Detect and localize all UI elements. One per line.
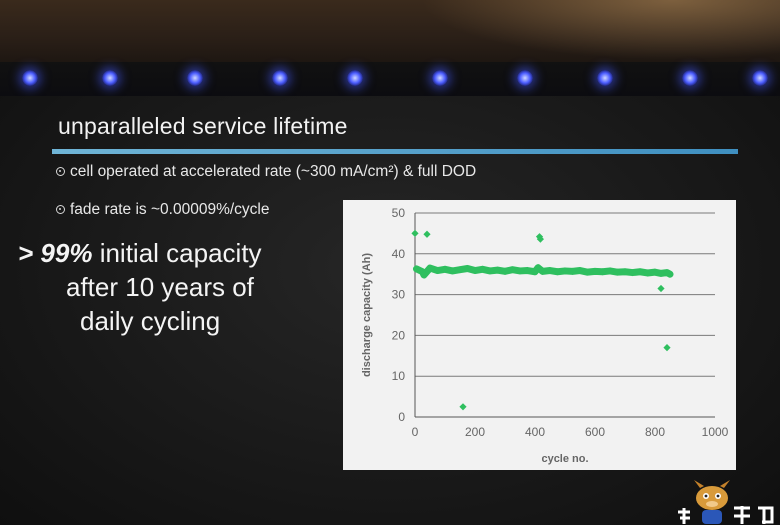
y-tick-label: 30: [392, 288, 406, 302]
data-point: [486, 267, 494, 275]
headline-line-1-rest: initial capacity: [92, 238, 262, 268]
x-tick-label: 600: [585, 425, 605, 439]
data-point: [568, 267, 577, 275]
y-tick-label: 0: [398, 410, 405, 424]
headline-line-2: after 10 years of: [66, 272, 254, 302]
data-point: [448, 267, 457, 275]
stage-light-icon: [187, 70, 203, 86]
headline: > 99% initial capacity after 10 years of…: [18, 236, 318, 338]
data-point: [441, 265, 449, 273]
data-point: [591, 267, 599, 275]
data-point: [501, 267, 509, 275]
data-point: [598, 268, 607, 276]
data-point: [433, 266, 442, 275]
headline-line-3: daily cycling: [80, 306, 221, 336]
stage-light-icon: [22, 70, 38, 86]
y-tick-label: 50: [392, 206, 406, 220]
bullet-1-text: cell operated at accelerated rate (~300 …: [70, 163, 477, 180]
data-point: [426, 264, 434, 272]
y-tick-label: 20: [392, 328, 406, 342]
headline-prefix: >: [18, 238, 41, 268]
data-point: [534, 264, 542, 272]
x-tick-label: 1000: [702, 425, 729, 439]
bullet-icon: [56, 205, 65, 214]
bullet-2-text: fade rate is ~0.00009%/cycle: [70, 201, 270, 218]
data-point: [628, 268, 637, 277]
stage-light-icon: [432, 70, 448, 86]
x-tick-label: 0: [412, 425, 419, 439]
stage-light-icon: [272, 70, 288, 86]
data-point: [471, 266, 479, 275]
data-point: [493, 266, 502, 274]
watermark-logo: [678, 480, 774, 524]
y-tick-label: 40: [392, 247, 406, 261]
lighting-truss: [0, 62, 780, 96]
y-axis-label: discharge capacity (Ah): [361, 253, 373, 377]
stage-light-icon: [682, 70, 698, 86]
stage-light-icon: [102, 70, 118, 86]
x-tick-label: 400: [525, 425, 545, 439]
data-point: [411, 229, 419, 237]
stage-light-icon: [752, 70, 768, 86]
slide-title: unparalleled service lifetime: [58, 113, 348, 139]
data-point: [423, 230, 431, 238]
data-point: [538, 267, 547, 275]
x-tick-label: 200: [465, 425, 485, 439]
data-point: [553, 268, 562, 276]
stage-light-icon: [347, 70, 363, 86]
chart-panel: 0 10 20 30 40 50 0 200 400 600 800 1000 cycle no. …: [343, 200, 736, 470]
stage-light-icon: [597, 70, 613, 86]
data-point: [420, 271, 428, 279]
data-point: [523, 266, 532, 275]
data-point: [576, 266, 584, 275]
data-point: [463, 264, 472, 273]
data-point: [536, 235, 544, 243]
data-point: [478, 265, 487, 273]
data-point: [412, 265, 421, 273]
ceiling-light-glow: [420, 0, 780, 60]
headline-emphasis: 99%: [40, 238, 93, 268]
data-point: [663, 344, 671, 352]
data-point: [459, 403, 467, 411]
stage-light-icon: [517, 70, 533, 86]
headline-line-1: > 99% initial capacity: [18, 236, 318, 270]
data-point: [657, 284, 665, 293]
y-tick-label: 10: [392, 369, 406, 383]
data-point: [621, 268, 629, 276]
x-axis-label: cycle no.: [541, 453, 588, 465]
data-point: [456, 266, 464, 274]
data-point: [546, 266, 554, 275]
data-point: [636, 268, 644, 276]
bullet-1: cell operated at accelerated rate (~300 …: [56, 163, 476, 181]
x-tick-label: 800: [645, 425, 665, 439]
bullet-2: fade rate is ~0.00009%/cycle: [56, 201, 269, 219]
title-rule: [52, 149, 738, 154]
bullet-icon: [56, 167, 65, 176]
data-point: [643, 269, 652, 277]
data-point: [666, 270, 674, 278]
